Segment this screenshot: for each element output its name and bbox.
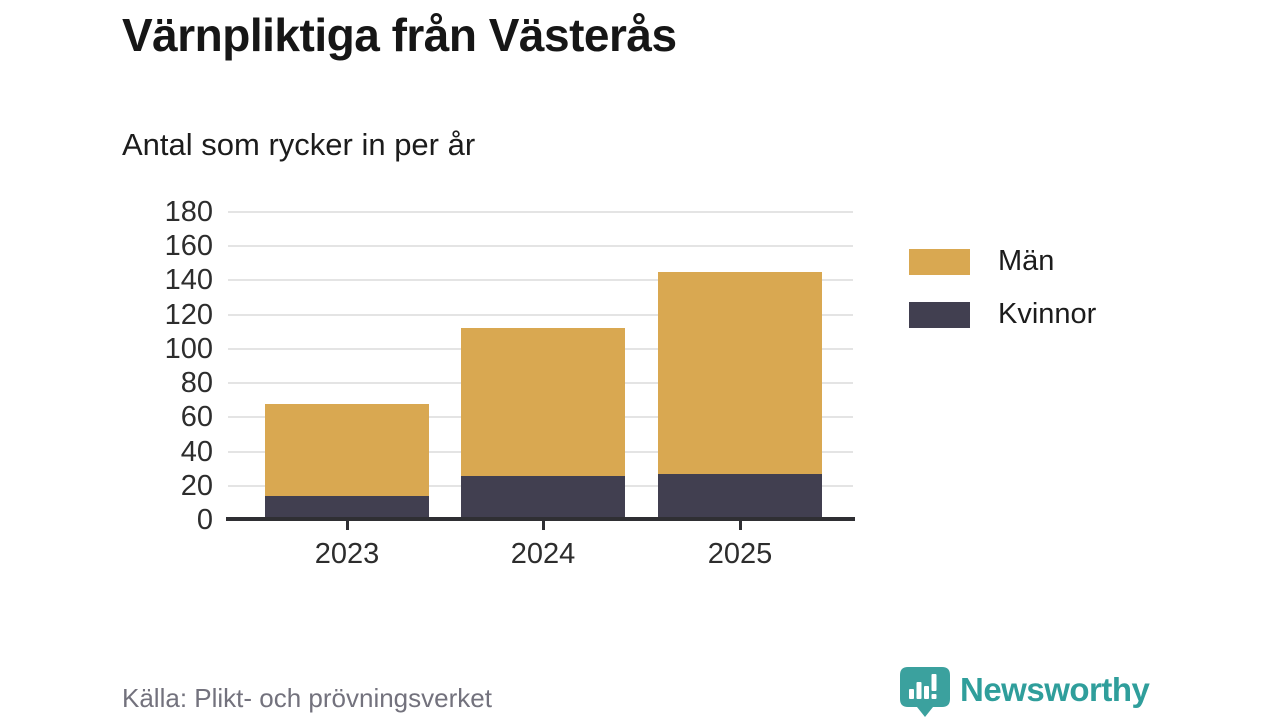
y-tick-label: 140 — [164, 264, 213, 297]
bar-group-2024 — [461, 212, 625, 520]
y-tick-label: 20 — [180, 469, 213, 502]
bar-segment-Män — [461, 328, 625, 476]
legend-item-man: Män — [909, 245, 1096, 278]
chart-subtitle: Antal som rycker in per år — [122, 127, 476, 162]
chart-title: Värnpliktiga från Västerås — [122, 9, 677, 61]
brand-logo: Newsworthy — [900, 667, 1150, 717]
gridline — [228, 313, 853, 316]
x-axis-line — [226, 517, 855, 521]
bar-group-2025 — [658, 212, 822, 520]
x-tick-label: 2024 — [510, 538, 576, 570]
y-tick-label: 100 — [164, 332, 213, 365]
brand-name: Newsworthy — [960, 671, 1150, 708]
x-tick-label: 2025 — [707, 538, 773, 570]
source-note: Källa: Plikt- och prövningsverket — [122, 683, 492, 713]
legend: Män Kvinnor — [909, 245, 1096, 351]
legend-swatch-kvinnor — [909, 301, 970, 328]
legend-swatch-man — [909, 248, 970, 275]
bar-group-2023 — [265, 212, 429, 520]
x-axis-tick — [738, 521, 742, 530]
gridline — [228, 279, 853, 282]
x-axis-tick — [345, 521, 349, 530]
bar-segment-Män — [265, 403, 429, 497]
gridline — [228, 211, 853, 213]
y-axis-labels: 0 20 40 60 80 100 120 140 160 180 — [120, 197, 213, 535]
y-tick-label: 120 — [164, 298, 213, 331]
legend-label-man: Män — [998, 245, 1055, 277]
y-tick-label: 160 — [164, 230, 213, 263]
gridline — [228, 245, 853, 248]
legend-label-kvinnor: Kvinnor — [998, 298, 1097, 330]
bar-segment-Kvinnor — [265, 496, 429, 520]
bar-segment-Kvinnor — [658, 473, 822, 520]
y-tick-label: 80 — [180, 367, 213, 400]
newsworthy-mark-icon — [900, 667, 950, 717]
bar-segment-Kvinnor — [461, 475, 625, 520]
y-tick-label: 60 — [180, 401, 213, 434]
bar-segment-Män — [658, 271, 822, 474]
x-axis-tick — [541, 521, 545, 530]
y-tick-label: 40 — [180, 435, 213, 468]
legend-item-kvinnor: Kvinnor — [909, 298, 1096, 331]
y-tick-label: 0 — [196, 504, 213, 536]
plot-area — [228, 211, 853, 520]
x-tick-label: 2023 — [314, 538, 380, 570]
y-tick-label: 180 — [164, 196, 213, 228]
